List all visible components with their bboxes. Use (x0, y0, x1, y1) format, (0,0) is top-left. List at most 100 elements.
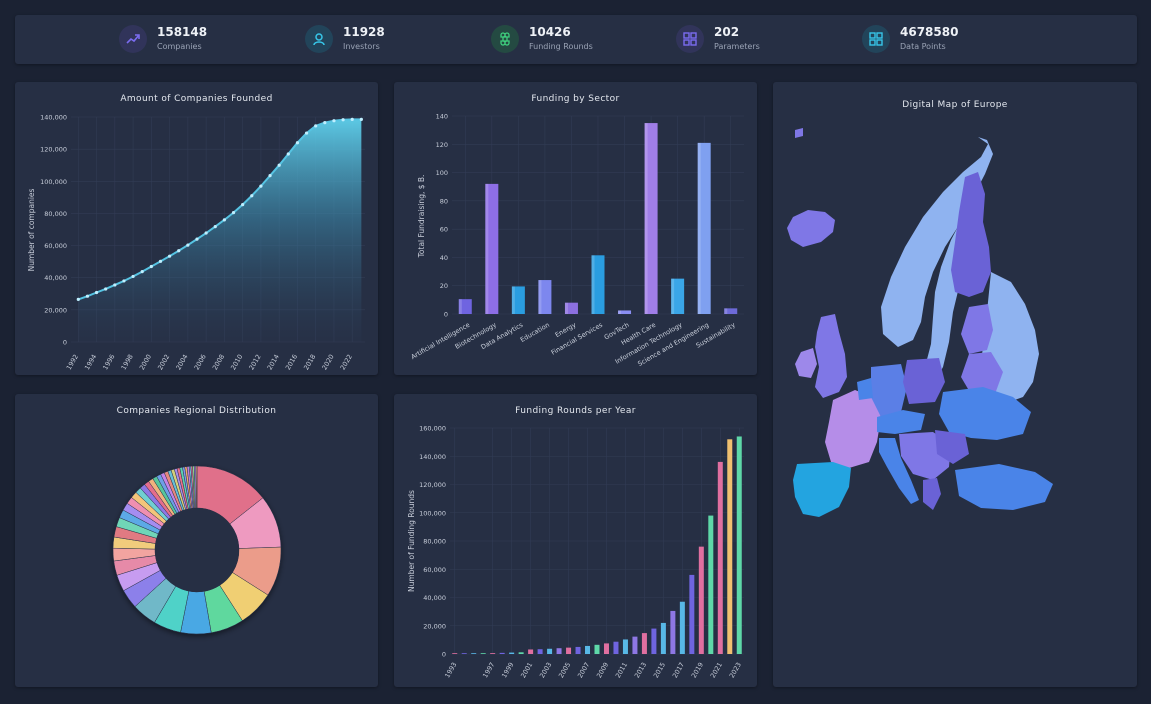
bar-sustainability[interactable] (724, 308, 738, 314)
bar-2015[interactable] (660, 622, 666, 654)
trending-up-icon (119, 25, 147, 53)
bar-2018[interactable] (689, 574, 695, 654)
bar-2001[interactable] (528, 649, 534, 654)
bar-2016[interactable] (670, 610, 676, 654)
y-tick-label: 60,000 (44, 242, 67, 250)
bar-education[interactable] (538, 280, 552, 314)
map-region-greece[interactable] (923, 478, 941, 510)
bar-2017[interactable] (679, 601, 685, 654)
map-region-benelux[interactable] (857, 378, 873, 400)
bar-1998[interactable] (499, 652, 505, 654)
bar-energy[interactable] (564, 302, 578, 314)
map-region-finland[interactable] (951, 172, 991, 297)
data-point (94, 290, 99, 295)
bar-highlight (511, 286, 515, 314)
map-region-romania[interactable] (935, 430, 969, 464)
data-point (104, 287, 108, 291)
bar-2012[interactable] (632, 636, 638, 654)
y-tick-label: 20,000 (423, 622, 446, 630)
map-region-north-island[interactable] (795, 128, 803, 138)
map-region-ireland[interactable] (795, 348, 817, 378)
bar-1997[interactable] (490, 653, 496, 654)
x-tick-label: 2002 (156, 353, 171, 371)
bar-1994[interactable] (461, 653, 467, 654)
x-tick-label: 2005 (557, 661, 572, 679)
data-point (204, 231, 208, 235)
y-tick-label: 60,000 (423, 566, 446, 574)
y-tick-label: 140,000 (419, 453, 446, 461)
stats-bar: 158148 Companies 11928 Investors 10426 Fundin… (15, 15, 1137, 64)
bar-2004[interactable] (556, 648, 562, 654)
data-point (323, 121, 327, 125)
map-region-turkey[interactable] (955, 464, 1053, 510)
bar-2005[interactable] (566, 647, 572, 654)
bar-2002[interactable] (537, 649, 543, 654)
data-point (277, 163, 281, 167)
bar-2008[interactable] (594, 644, 600, 654)
bar-2009[interactable] (603, 643, 609, 654)
data-point (222, 218, 226, 222)
y-tick-label: 0 (444, 311, 448, 319)
bar-2021[interactable] (717, 461, 723, 654)
bar-highlight (724, 308, 728, 314)
x-tick-label: 2023 (728, 661, 743, 679)
donut-hole (155, 508, 239, 592)
bar-health-care[interactable] (644, 123, 658, 314)
x-tick-label: 2006 (193, 353, 208, 371)
bar-1995[interactable] (471, 653, 477, 654)
y-tick-label: 80,000 (44, 210, 67, 218)
bar-2013[interactable] (641, 633, 647, 654)
map-region-poland[interactable] (903, 358, 945, 404)
map-region-central[interactable] (877, 410, 925, 434)
bar-information-technology[interactable] (671, 278, 685, 314)
x-tick-label: 2000 (138, 353, 153, 371)
bar-2010[interactable] (613, 641, 619, 654)
data-point (332, 119, 336, 123)
bar-2011[interactable] (622, 639, 628, 654)
stat-label: Companies (157, 42, 202, 51)
bar-2019[interactable] (698, 546, 704, 654)
map-region-ukraine[interactable] (939, 387, 1031, 440)
map-region-iceland[interactable] (787, 210, 835, 247)
map-region-belarus[interactable] (961, 352, 1003, 394)
bar-artificial-intelligence[interactable] (458, 299, 472, 314)
y-tick-label: 40 (440, 254, 448, 262)
x-tick-label: 2001 (519, 661, 534, 679)
bar-highlight (697, 142, 701, 314)
data-point (158, 259, 163, 263)
map-region-baltics[interactable] (961, 304, 993, 354)
bar-2023[interactable] (736, 436, 742, 654)
bar-1993[interactable] (452, 653, 458, 654)
user-icon (305, 25, 333, 53)
bar-1999[interactable] (509, 652, 515, 654)
map-region-uk[interactable] (815, 314, 847, 398)
bar-govtech[interactable] (618, 310, 632, 314)
bar-highlight (485, 183, 489, 314)
x-tick-label: 2019 (690, 661, 705, 679)
map-region-germany[interactable] (871, 364, 907, 417)
bar-2022[interactable] (727, 439, 733, 654)
bar-data-analytics[interactable] (511, 286, 525, 314)
data-point (250, 194, 254, 198)
map-region-italy[interactable] (879, 438, 919, 504)
bar-2014[interactable] (651, 628, 657, 654)
bar-2007[interactable] (585, 645, 591, 654)
bar-biotechnology[interactable] (485, 183, 499, 314)
data-point (213, 225, 217, 229)
bar-science-and-engineering[interactable] (697, 142, 711, 314)
bar-financial-services[interactable] (591, 255, 605, 314)
y-axis-label: Number of Funding Rounds (407, 490, 416, 592)
bar-2000[interactable] (518, 652, 524, 654)
map-region-france[interactable] (825, 390, 881, 468)
companies-founded-title: Amount of Companies Founded (120, 94, 273, 104)
bar-2003[interactable] (547, 648, 553, 654)
y-tick-label: 140 (436, 113, 448, 121)
companies-founded-panel: Amount of Companies Founded 0 20,000 40,00… (15, 82, 378, 375)
x-tick-label: 2010 (229, 353, 244, 371)
bar-2006[interactable] (575, 646, 581, 654)
map-region-iberia[interactable] (793, 462, 851, 517)
data-point (113, 283, 117, 287)
bar-highlight (458, 299, 462, 314)
bar-2020[interactable] (708, 515, 714, 654)
bar-1996[interactable] (480, 653, 486, 654)
